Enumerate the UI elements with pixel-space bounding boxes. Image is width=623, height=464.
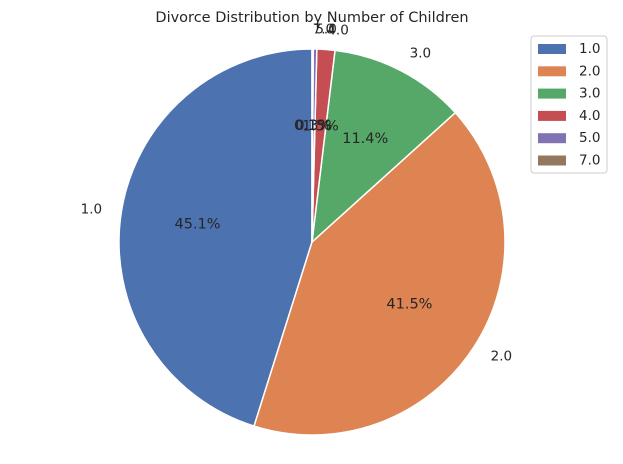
slice-pct-1-0: 45.1%	[175, 216, 221, 232]
slice-pct-3-0: 11.4%	[342, 131, 388, 147]
legend-swatch-3-0	[538, 88, 566, 99]
legend: 1.0 2.0 3.0 4.0 5.0 7.0	[530, 35, 608, 174]
legend-swatch-7-0	[538, 155, 566, 166]
legend-label-7-0: 7.0	[579, 153, 600, 169]
chart-title: Divorce Distribution by Number of Childr…	[155, 10, 468, 26]
slice-label-4-0: 4.0	[327, 22, 348, 38]
slice-label-2-0: 2.0	[491, 349, 512, 365]
slice-label-3-0: 3.0	[410, 45, 431, 61]
legend-swatch-5-0	[538, 133, 566, 144]
percentage-labels: 45.1% 41.5% 11.4%1.5%0.3%0.1%	[175, 118, 433, 312]
pie-slice-1-0	[118, 48, 313, 427]
legend-items: 1.0 2.0 3.0 4.0 5.0 7.0	[538, 41, 600, 169]
slice-pct-4-0: 1.5%	[302, 119, 339, 135]
slice-label-5-0: 5.0	[315, 22, 336, 38]
slice-label-7-0: 7.0	[313, 22, 334, 38]
legend-swatch-1-0	[538, 44, 566, 54]
pie-slice-7-0	[311, 48, 314, 243]
pie-slice-2-0	[253, 111, 506, 436]
legend-label-4-0: 4.0	[579, 108, 600, 124]
slice-pct-7-0: 0.1%	[294, 118, 331, 134]
slice-pct-2-0: 41.5%	[386, 297, 432, 313]
pie-slice-3-0	[311, 49, 457, 243]
legend-label-3-0: 3.0	[579, 86, 600, 102]
slice-pct-5-0: 0.3%	[295, 118, 332, 134]
legend-swatch-4-0	[538, 110, 566, 121]
legend-swatch-2-0	[538, 66, 566, 77]
slice-label-1-0: 1.0	[81, 202, 102, 218]
category-labels: 1.0 2.0 3.0 4.05.07.0	[81, 22, 512, 365]
pie-slices	[118, 48, 506, 436]
legend-label-5-0: 5.0	[579, 130, 600, 146]
legend-label-2-0: 2.0	[579, 63, 600, 79]
legend-label-1-0: 1.0	[579, 41, 600, 57]
